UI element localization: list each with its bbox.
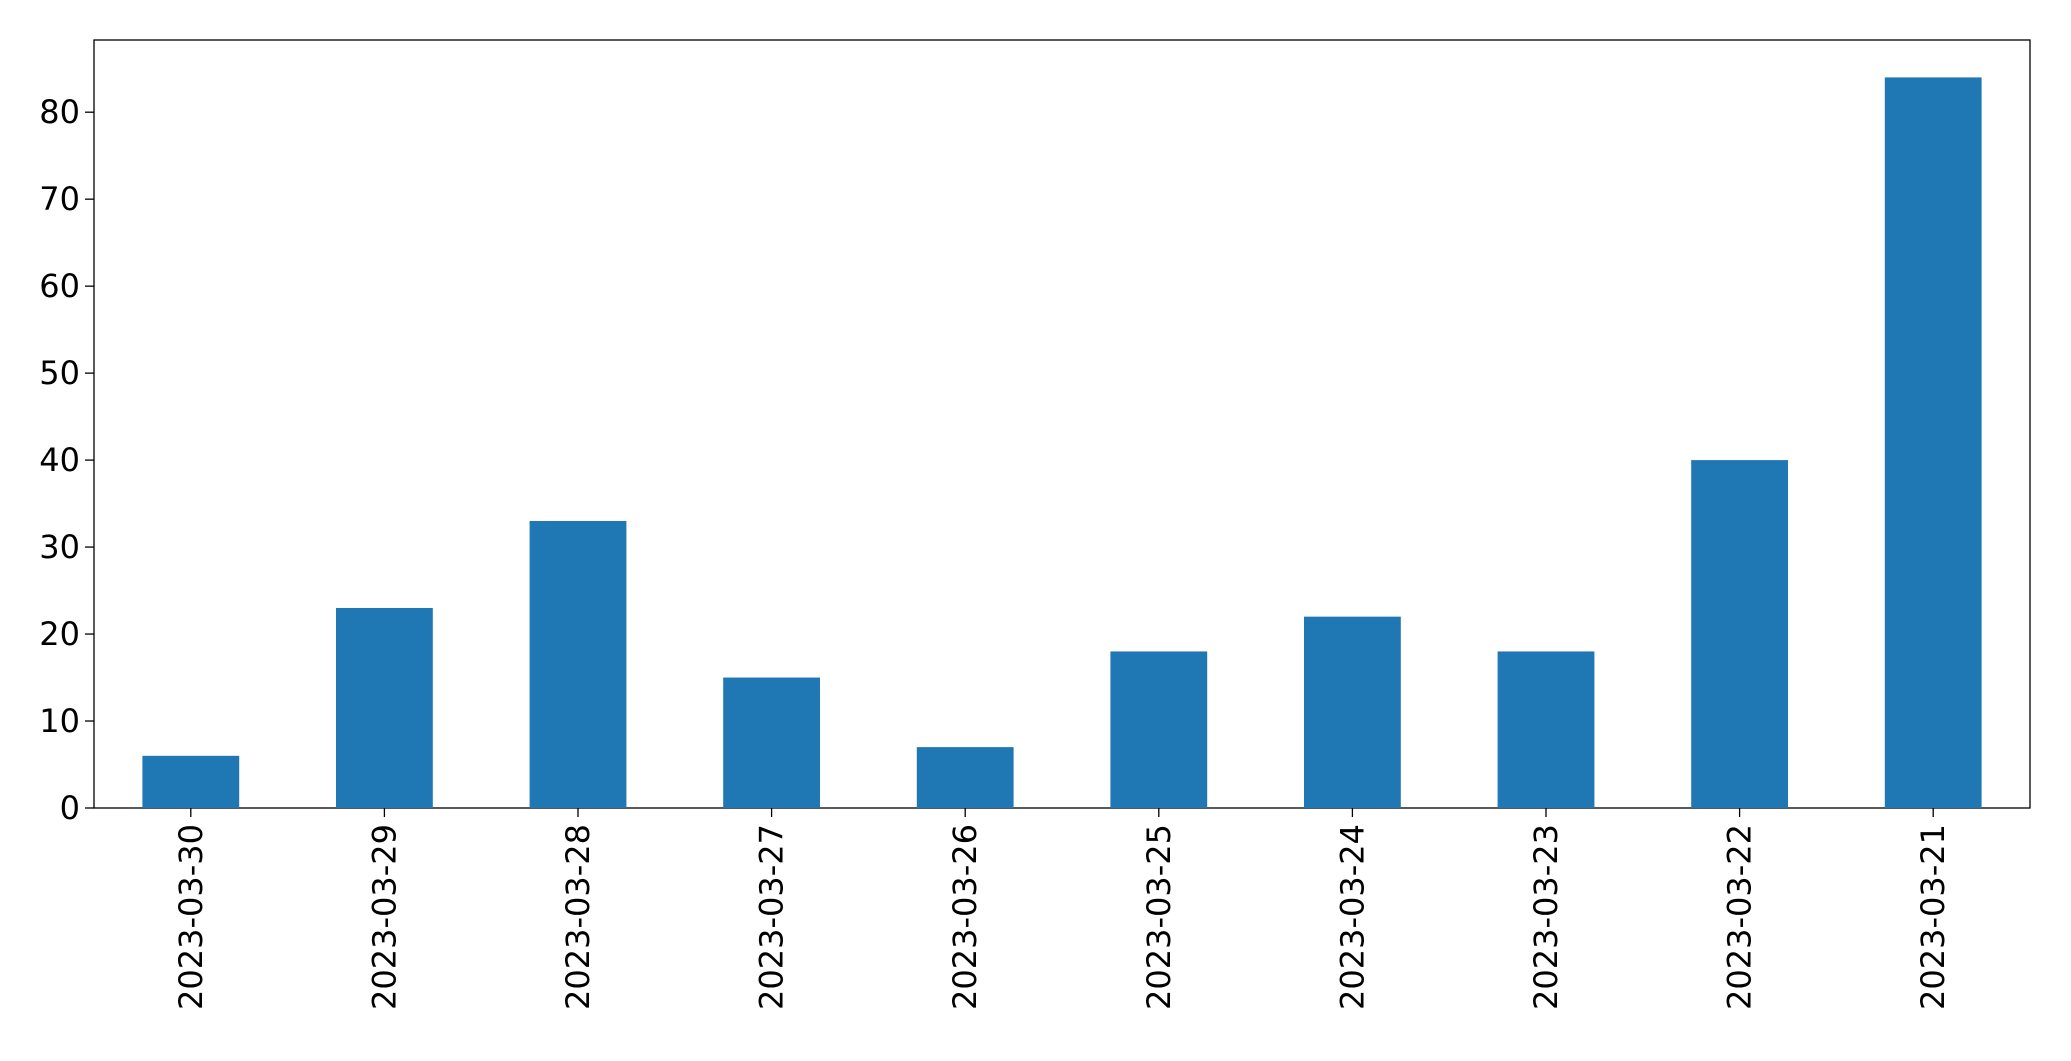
y-tick-label: 50 — [39, 354, 80, 392]
y-tick-label: 30 — [39, 528, 80, 566]
y-tick-label: 70 — [39, 180, 80, 218]
x-tick-label: 2023-03-25 — [1140, 824, 1178, 1010]
x-tick-label: 2023-03-29 — [365, 824, 403, 1010]
y-tick-label: 20 — [39, 615, 80, 653]
y-tick-label: 0 — [60, 789, 80, 827]
bar — [916, 747, 1014, 808]
bar — [1110, 651, 1208, 808]
x-tick-label: 2023-03-23 — [1527, 824, 1565, 1010]
bar — [1691, 460, 1788, 808]
y-tick-label: 60 — [39, 267, 80, 305]
x-tick-label: 2023-03-28 — [559, 824, 597, 1010]
plot-frame — [93, 39, 2031, 809]
x-tick-label: 2023-03-21 — [1914, 824, 1952, 1010]
bar — [1884, 77, 1982, 808]
x-tick-label: 2023-03-27 — [753, 824, 791, 1010]
bar — [529, 520, 627, 808]
x-tick-label: 2023-03-24 — [1333, 824, 1371, 1010]
bar — [723, 677, 820, 808]
bar — [1304, 616, 1401, 808]
y-tick-label: 10 — [39, 702, 80, 740]
x-tick-label: 2023-03-22 — [1721, 824, 1759, 1010]
bar — [1497, 651, 1595, 808]
bar — [142, 755, 240, 808]
y-tick-label: 80 — [39, 93, 80, 131]
x-tick-label: 2023-03-26 — [946, 824, 984, 1010]
bar — [336, 607, 433, 808]
x-tick-label: 2023-03-30 — [172, 824, 210, 1010]
y-tick-label: 40 — [39, 441, 80, 479]
